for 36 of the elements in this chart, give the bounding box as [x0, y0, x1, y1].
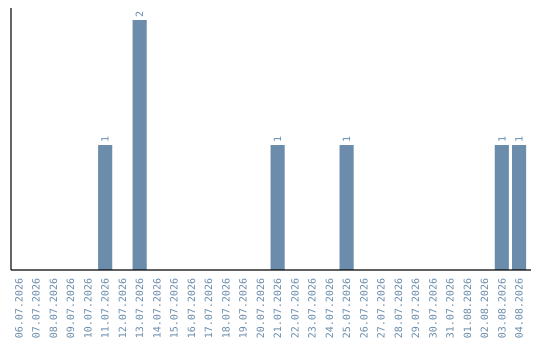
x-tick-label: 10.07.2026: [83, 278, 94, 338]
data-label: 1: [342, 136, 354, 142]
x-tick-label: 12.07.2026: [118, 278, 129, 338]
x-tick-label: 31.07.2026: [446, 278, 457, 338]
x-tick-label: 08.07.2026: [48, 278, 60, 338]
x-tick-label: 17.07.2026: [204, 278, 216, 338]
data-label: 1: [100, 136, 112, 142]
x-tick-label: 20.07.2026: [256, 278, 267, 338]
x-tick-label: 06.07.2026: [14, 278, 26, 338]
x-tick-label: 27.07.2026: [376, 278, 388, 338]
x-tick-label: 21.07.2026: [273, 278, 284, 338]
data-label: 2: [135, 10, 146, 17]
x-tick-label: 22.07.2026: [290, 278, 302, 338]
x-tick-label: 02.08.2026: [480, 278, 492, 338]
x-tick-label: 30.07.2026: [428, 278, 440, 338]
x-tick-label: 19.07.2026: [238, 278, 250, 338]
x-tick-label: 23.07.2026: [308, 278, 319, 338]
data-label: 1: [514, 136, 526, 142]
x-tick-label: 16.07.2026: [186, 278, 198, 338]
x-tick-label: 07.07.2026: [32, 278, 43, 338]
data-label: 1: [273, 136, 284, 142]
x-tick-label: 03.08.2026: [497, 278, 508, 338]
x-tick-label: 01.08.2026: [462, 278, 474, 338]
x-tick-label: 26.07.2026: [359, 278, 370, 338]
data-label: 1: [497, 136, 508, 142]
x-tick-label: 04.08.2026: [514, 278, 526, 338]
x-tick-label: 18.07.2026: [221, 278, 232, 338]
x-tick-label: 28.07.2026: [394, 278, 405, 338]
x-tick-label: 29.07.2026: [411, 278, 422, 338]
x-tick-label: 09.07.2026: [66, 278, 78, 338]
x-tick-label: 25.07.2026: [342, 278, 354, 338]
x-tick-label: 13.07.2026: [135, 278, 146, 338]
x-tick-label: 24.07.2026: [324, 278, 336, 338]
x-tick-label: 14.07.2026: [152, 278, 164, 338]
x-tick-label: 15.07.2026: [170, 278, 181, 338]
x-tick-label: 11.07.2026: [100, 278, 112, 338]
